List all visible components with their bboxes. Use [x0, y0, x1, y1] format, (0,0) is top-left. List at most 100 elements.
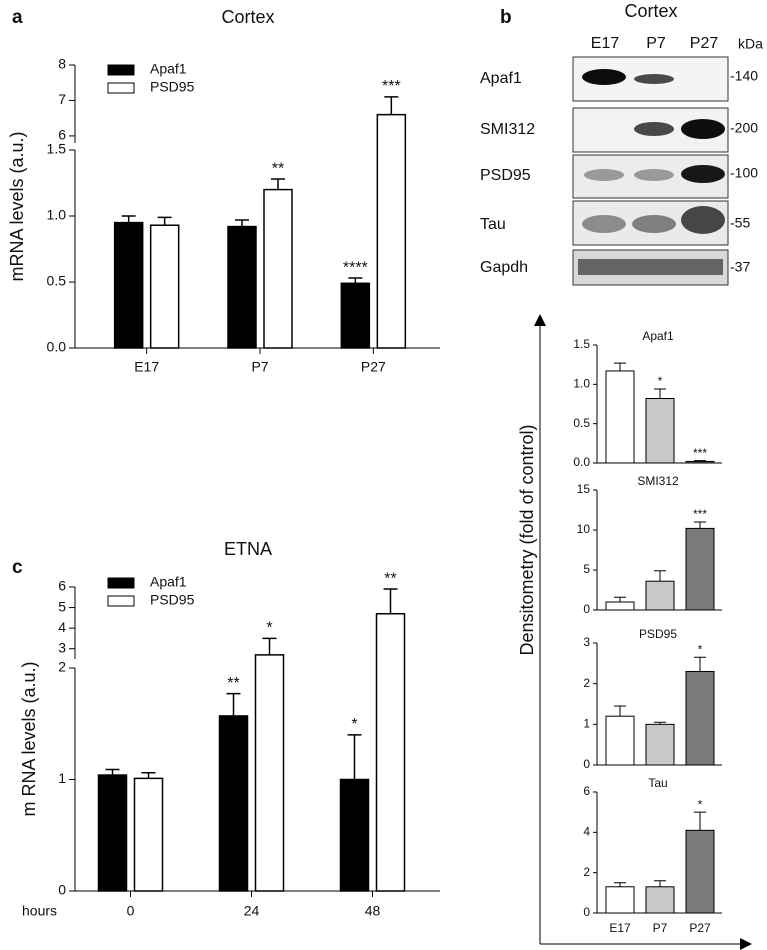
bar	[97, 774, 128, 892]
error-bar	[654, 570, 666, 582]
error-bar	[654, 880, 666, 887]
band	[634, 122, 674, 136]
bar	[133, 777, 164, 892]
bar	[685, 829, 715, 914]
blot-title: Cortex	[624, 1, 677, 21]
error-bar	[614, 362, 626, 371]
bar	[685, 527, 715, 611]
kda-label: -200	[730, 120, 758, 136]
y-tick-label: 6	[58, 578, 66, 594]
error-bar	[226, 692, 241, 716]
x-axis-label: hours	[22, 903, 57, 919]
y-tick-label: 0.0	[573, 455, 590, 469]
panel-label: a	[12, 7, 23, 28]
significance: ***	[382, 78, 401, 95]
significance: **	[227, 675, 239, 692]
y-tick-label: 1	[58, 770, 66, 786]
error-bar	[105, 768, 120, 776]
bar	[605, 715, 635, 766]
y-tick-label: 0	[583, 602, 590, 616]
legend-label: PSD95	[150, 79, 195, 95]
row-label: SMI312	[480, 121, 535, 138]
error-bar	[262, 637, 277, 655]
y-axis-label: Densitometry (fold of control)	[517, 424, 537, 655]
y-tick-label: 4	[58, 619, 66, 635]
x-tick-label: P7	[653, 921, 668, 935]
kda-label: -37	[730, 259, 750, 275]
error-bar	[694, 811, 706, 831]
significance: ***	[693, 507, 707, 521]
error-bar	[614, 705, 626, 717]
bar	[685, 670, 715, 766]
error-bar	[384, 96, 399, 115]
band	[634, 169, 674, 181]
chart-title: Cortex	[221, 7, 274, 27]
y-tick-label: 6	[58, 127, 66, 143]
y-tick-label: 2	[583, 676, 590, 690]
error-bar	[121, 215, 136, 223]
error-bar	[694, 521, 706, 529]
bar	[376, 113, 407, 349]
significance: *	[698, 797, 703, 811]
unit-label: kDa	[738, 36, 763, 52]
legend-swatch	[107, 64, 135, 76]
lane-label: E17	[591, 35, 620, 52]
error-bar	[694, 656, 706, 672]
bar	[605, 601, 635, 611]
legend-label: PSD95	[150, 592, 195, 608]
significance: *	[266, 620, 272, 637]
y-tick-label: 1.5	[573, 337, 590, 351]
band	[681, 119, 725, 139]
error-bar	[614, 882, 626, 887]
error-bar	[654, 721, 666, 725]
y-axis-label: m RNA levels (a.u.)	[19, 661, 39, 816]
kda-label: -100	[730, 165, 758, 181]
bar	[375, 612, 406, 892]
y-tick-label: 0	[58, 882, 66, 898]
y-tick-label: 5	[583, 562, 590, 576]
bar	[254, 654, 285, 892]
blot-rows	[572, 56, 729, 286]
panel-title: Apaf1	[642, 329, 674, 343]
x-tick-label: P27	[361, 359, 386, 375]
row-label: PSD95	[480, 167, 531, 184]
bar	[605, 370, 635, 464]
kda-label: -55	[730, 215, 750, 231]
band	[584, 169, 624, 181]
row-label: Apaf1	[480, 70, 522, 87]
y-tick-label: 4	[583, 825, 590, 839]
x-tick-label: 0	[127, 903, 135, 919]
significance: *	[658, 374, 663, 388]
y-tick-label: 3	[583, 635, 590, 649]
bar	[605, 886, 635, 914]
y-tick-label: 5	[58, 598, 66, 614]
error-bar	[614, 596, 626, 602]
y-tick-label: 7	[58, 91, 66, 107]
y-tick-label: 2	[58, 659, 66, 675]
y-tick-label: 0.5	[47, 273, 67, 289]
y-tick-label: 0.0	[47, 339, 67, 355]
x-tick-label: 24	[244, 903, 260, 919]
y-tick-label: 0	[583, 757, 590, 771]
y-tick-label: 1.0	[47, 207, 67, 223]
band	[578, 259, 723, 275]
error-bar	[347, 734, 362, 780]
y-tick-label: 3	[58, 639, 66, 655]
legend-label: Apaf1	[150, 574, 187, 590]
band	[634, 74, 674, 84]
legend-label: Apaf1	[150, 61, 187, 77]
significance: **	[384, 570, 396, 587]
y-tick-label: 8	[58, 56, 66, 72]
lane-label: P27	[690, 35, 719, 52]
panel-title: SMI312	[637, 474, 679, 488]
y-tick-label: 1	[583, 717, 590, 731]
legend-swatch	[107, 577, 135, 589]
bar	[340, 282, 371, 349]
error-bar	[383, 588, 398, 614]
x-tick-label: P7	[251, 359, 268, 375]
y-tick-label: 1.5	[47, 141, 67, 157]
bar	[645, 723, 675, 766]
band	[681, 206, 725, 234]
kda-label: -140	[730, 68, 758, 84]
